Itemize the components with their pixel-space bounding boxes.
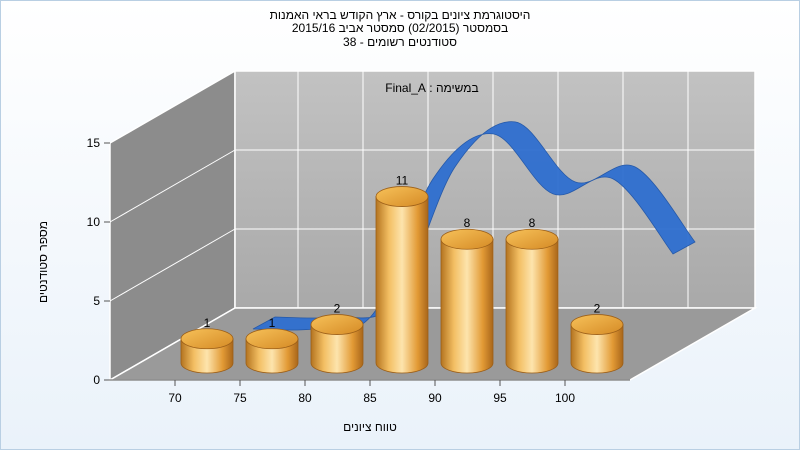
y-tick-label: 0 [93,373,100,387]
back-wall [234,70,756,309]
bar-70 [180,328,234,374]
bar-90 [440,228,494,374]
x-tick-label: 75 [233,391,247,405]
y-tick-label: 10 [87,215,101,229]
y-tick-labels: 0 5 10 15 [87,136,110,387]
y-tick-label: 5 [93,294,100,308]
bar-cap [570,314,624,335]
chart-title-line-3: סטודנטים רשומים - 38 [343,35,457,49]
bar-100 [570,314,624,374]
bar-body [310,324,364,374]
x-tick-label: 85 [363,391,377,405]
chart-title-line-2: בסמסטר (02/2015) סמסטר אביב 2015/16 [291,21,509,35]
y-axis-title: מספר סטודנטים [36,221,50,303]
bars [180,186,624,374]
bar-cap [245,328,299,350]
bar-cap [505,228,559,250]
bar-95 [505,228,559,374]
bar-cap [180,328,234,350]
x-axis-title: טווח ציונים [343,420,397,434]
bar-cap [310,314,364,335]
data-label: 8 [529,216,536,230]
gridline-side [109,149,236,223]
bar-body [375,196,429,374]
bar-80 [310,314,364,374]
data-label: 8 [464,216,471,230]
bar-cap [440,228,494,250]
bar-body [440,238,494,374]
x-tick-label: 70 [168,391,182,405]
x-tick-label: 95 [493,391,507,405]
x-tick-label: 90 [428,391,442,405]
bar-85 [375,186,429,374]
data-label: 2 [594,302,601,316]
bar-body [570,324,624,374]
bar-cap [375,186,429,207]
x-tick-labels: 70 75 80 85 90 95 100 [110,379,630,405]
chart-title-line-1: היסטוגרמת ציונים בקורס - ארץ הקודש בראי … [269,8,531,22]
data-label: 1 [204,316,211,330]
y-tick-label: 15 [87,136,101,150]
chart-subtitle: במשימה : Final_A [385,81,478,95]
data-label: 1 [269,316,276,330]
gridline-side [109,228,236,302]
data-label: 2 [334,302,341,316]
bar-body [505,238,559,374]
x-tick-label: 100 [555,391,575,405]
data-label: 11 [396,174,409,188]
x-tick-label: 80 [298,391,312,405]
bar-75 [245,328,299,374]
